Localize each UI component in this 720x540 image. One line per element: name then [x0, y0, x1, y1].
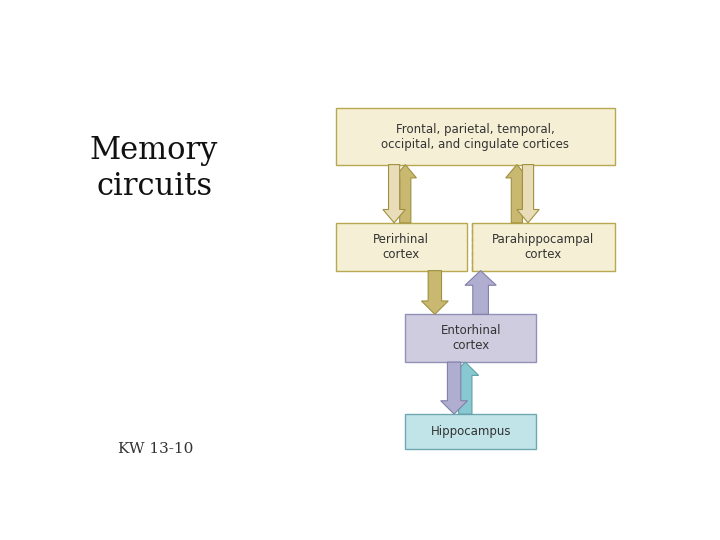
FancyArrow shape — [383, 165, 405, 223]
Text: Memory
circuits: Memory circuits — [90, 136, 218, 202]
FancyBboxPatch shape — [405, 314, 536, 362]
Text: Perirhinal
cortex: Perirhinal cortex — [373, 233, 429, 261]
FancyBboxPatch shape — [405, 414, 536, 449]
Text: Parahippocampal
cortex: Parahippocampal cortex — [492, 233, 595, 261]
FancyArrow shape — [505, 165, 528, 223]
Text: Frontal, parietal, temporal,
occipital, and cingulate cortices: Frontal, parietal, temporal, occipital, … — [381, 123, 569, 151]
FancyArrow shape — [394, 165, 416, 223]
FancyBboxPatch shape — [336, 223, 467, 271]
FancyArrow shape — [441, 362, 467, 414]
FancyBboxPatch shape — [336, 109, 615, 165]
Text: Hippocampus: Hippocampus — [431, 425, 511, 438]
Text: KW 13-10: KW 13-10 — [118, 442, 193, 456]
FancyArrow shape — [421, 271, 449, 314]
FancyArrow shape — [517, 165, 539, 223]
FancyArrow shape — [452, 362, 479, 414]
FancyBboxPatch shape — [472, 223, 615, 271]
Text: Entorhinal
cortex: Entorhinal cortex — [441, 324, 501, 352]
FancyArrow shape — [465, 271, 496, 314]
